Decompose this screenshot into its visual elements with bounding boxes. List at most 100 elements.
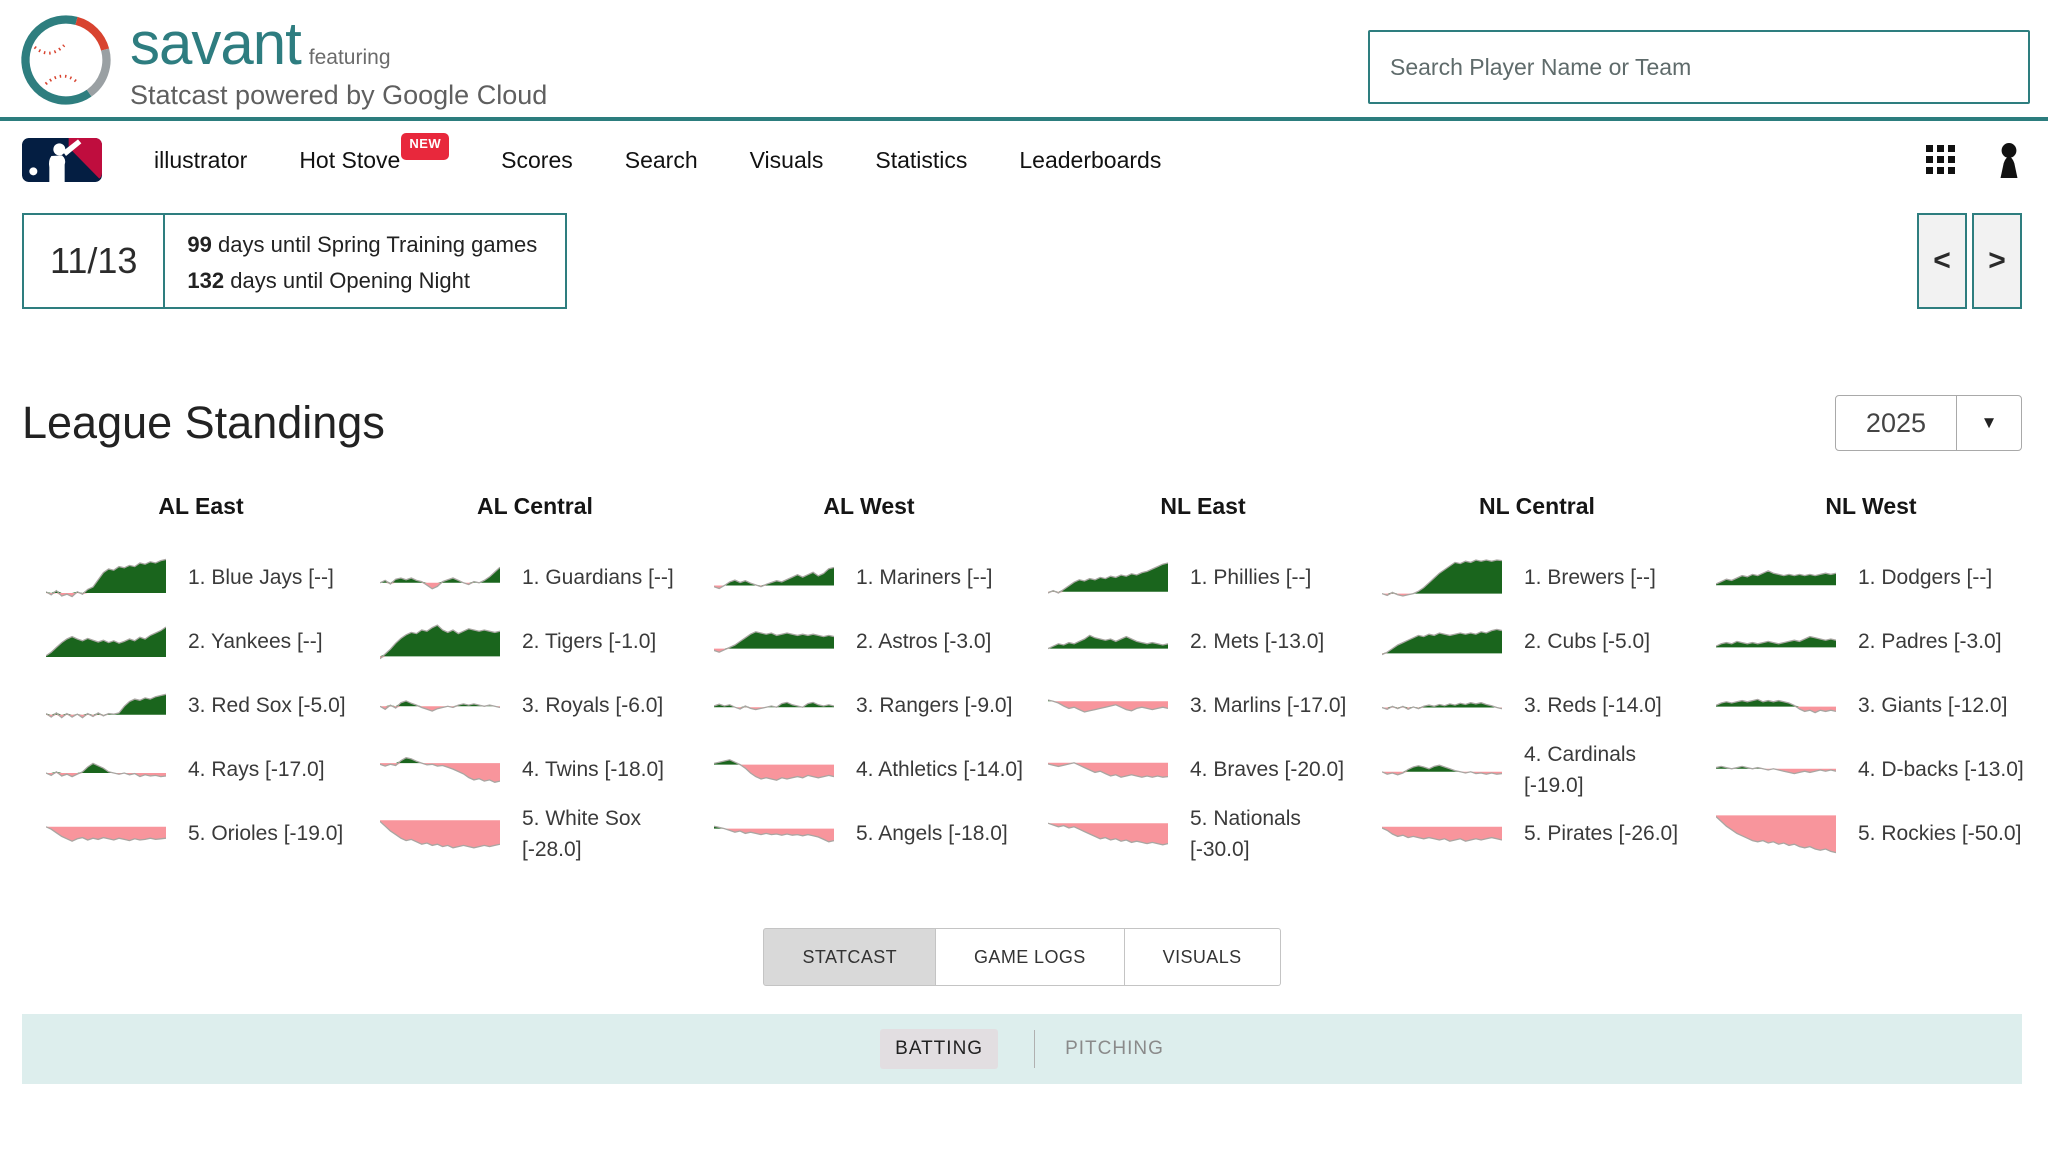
team-label[interactable]: 4. Braves [-20.0] bbox=[1190, 758, 1345, 782]
team-trend-sparkline bbox=[714, 556, 834, 600]
team-trend-sparkline bbox=[1716, 620, 1836, 664]
account-icon[interactable] bbox=[1996, 142, 2022, 178]
date-lines: 99 days until Spring Training games 132 d… bbox=[165, 215, 565, 307]
season-value: 2025 bbox=[1836, 396, 1957, 450]
team-label[interactable]: 4. Rays [-17.0] bbox=[188, 758, 325, 782]
team-label[interactable]: 5. Orioles [-19.0] bbox=[188, 822, 344, 846]
team-label[interactable]: 1. Dodgers [--] bbox=[1858, 566, 1993, 590]
team-row-cardinals[interactable]: 4. Cardinals [-19.0] bbox=[1382, 738, 1692, 802]
team-label[interactable]: 2. Astros [-3.0] bbox=[856, 630, 992, 654]
team-row-reds[interactable]: 3. Reds [-14.0] bbox=[1382, 674, 1692, 738]
apps-grid-icon[interactable] bbox=[1926, 145, 1956, 175]
season-select[interactable]: 2025 ▼ bbox=[1834, 395, 2022, 451]
team-label[interactable]: 1. Mariners [--] bbox=[856, 566, 993, 590]
subtab-batting[interactable]: BATTING bbox=[880, 1029, 999, 1069]
team-row-red-sox[interactable]: 3. Red Sox [-5.0] bbox=[46, 674, 356, 738]
team-row-pirates[interactable]: 5. Pirates [-26.0] bbox=[1382, 802, 1692, 866]
team-trend-sparkline bbox=[1382, 748, 1502, 792]
team-row-guardians[interactable]: 1. Guardians [--] bbox=[380, 546, 690, 610]
nav-item-hot-stove[interactable]: Hot Stove NEW bbox=[299, 132, 450, 174]
team-row-yankees[interactable]: 2. Yankees [--] bbox=[46, 610, 356, 674]
team-label[interactable]: 3. Red Sox [-5.0] bbox=[188, 694, 346, 718]
team-row-mets[interactable]: 2. Mets [-13.0] bbox=[1048, 610, 1358, 674]
nav-item-scores[interactable]: Scores bbox=[501, 146, 573, 173]
brand[interactable]: savant featuring Statcast powered by Goo… bbox=[20, 14, 547, 111]
team-label[interactable]: 1. Brewers [--] bbox=[1524, 566, 1656, 590]
team-label[interactable]: 2. Mets [-13.0] bbox=[1190, 630, 1325, 654]
team-label[interactable]: 4. Cardinals [-19.0] bbox=[1524, 742, 1637, 798]
team-label[interactable]: 2. Cubs [-5.0] bbox=[1524, 630, 1651, 654]
mlb-logo[interactable] bbox=[22, 138, 102, 182]
division-title: NL Central bbox=[1479, 493, 1595, 519]
team-row-rays[interactable]: 4. Rays [-17.0] bbox=[46, 738, 356, 802]
prev-day-button[interactable]: < bbox=[1917, 213, 1967, 309]
division-nl-east: NL East 1. Phillies [--] 2. Mets [-13.0] 3.… bbox=[1024, 493, 1358, 866]
nav-item-leaderboards[interactable]: Leaderboards bbox=[1019, 146, 1162, 173]
team-trend-sparkline bbox=[714, 748, 834, 792]
team-row-dodgers[interactable]: 1. Dodgers [--] bbox=[1716, 546, 2026, 610]
team-row-angels[interactable]: 5. Angels [-18.0] bbox=[714, 802, 1024, 866]
team-row-nationals[interactable]: 5. Nationals [-30.0] bbox=[1048, 802, 1358, 866]
team-label[interactable]: 4. Athletics [-14.0] bbox=[856, 758, 1023, 782]
tab-visuals[interactable]: VISUALS bbox=[1124, 928, 1281, 986]
nav-item-visuals[interactable]: Visuals bbox=[749, 146, 824, 173]
search-input[interactable] bbox=[1368, 30, 2030, 104]
team-label[interactable]: 2. Tigers [-1.0] bbox=[522, 630, 657, 654]
team-label[interactable]: 1. Blue Jays [--] bbox=[188, 566, 334, 590]
nav-item-illustrator[interactable]: illustrator bbox=[154, 146, 248, 173]
team-row-padres[interactable]: 2. Padres [-3.0] bbox=[1716, 610, 2026, 674]
team-row-white-sox[interactable]: 5. White Sox [-28.0] bbox=[380, 802, 690, 866]
division-al-central: AL Central 1. Guardians [--] 2. Tigers [-1… bbox=[356, 493, 690, 866]
team-row-rockies[interactable]: 5. Rockies [-50.0] bbox=[1716, 802, 2026, 866]
team-row-d-backs[interactable]: 4. D-backs [-13.0] bbox=[1716, 738, 2026, 802]
tab-game-logs[interactable]: GAME LOGS bbox=[936, 928, 1125, 986]
team-label[interactable]: 5. White Sox [-28.0] bbox=[522, 806, 642, 862]
team-label[interactable]: 5. Rockies [-50.0] bbox=[1858, 822, 2022, 846]
team-row-marlins[interactable]: 3. Marlins [-17.0] bbox=[1048, 674, 1358, 738]
team-label[interactable]: 5. Angels [-18.0] bbox=[856, 822, 1008, 846]
team-label[interactable]: 5. Pirates [-26.0] bbox=[1524, 822, 1679, 846]
team-label[interactable]: 3. Royals [-6.0] bbox=[522, 694, 664, 718]
team-label[interactable]: 3. Rangers [-9.0] bbox=[856, 694, 1013, 718]
team-row-phillies[interactable]: 1. Phillies [--] bbox=[1048, 546, 1358, 610]
team-row-twins[interactable]: 4. Twins [-18.0] bbox=[380, 738, 690, 802]
team-label[interactable]: 3. Reds [-14.0] bbox=[1524, 694, 1662, 718]
division-title: NL East bbox=[1160, 493, 1246, 519]
team-row-brewers[interactable]: 1. Brewers [--] bbox=[1382, 546, 1692, 610]
team-row-braves[interactable]: 4. Braves [-20.0] bbox=[1048, 738, 1358, 802]
team-trend-sparkline bbox=[1382, 812, 1502, 856]
team-label[interactable]: 4. Twins [-18.0] bbox=[522, 758, 665, 782]
team-trend-sparkline bbox=[46, 812, 166, 856]
team-row-astros[interactable]: 2. Astros [-3.0] bbox=[714, 610, 1024, 674]
team-row-mariners[interactable]: 1. Mariners [--] bbox=[714, 546, 1024, 610]
dropdown-arrow-icon: ▼ bbox=[1980, 413, 1998, 432]
team-trend-sparkline bbox=[46, 684, 166, 728]
subtab-pitching[interactable]: PITCHING bbox=[1065, 1038, 1164, 1059]
savant-baseball-logo-icon bbox=[20, 14, 112, 111]
team-label[interactable]: 3. Giants [-12.0] bbox=[1858, 694, 2008, 718]
team-row-giants[interactable]: 3. Giants [-12.0] bbox=[1716, 674, 2026, 738]
team-label[interactable]: 1. Phillies [--] bbox=[1190, 566, 1312, 590]
team-trend-sparkline bbox=[46, 620, 166, 664]
tab-statcast[interactable]: STATCAST bbox=[763, 928, 937, 986]
team-label[interactable]: 1. Guardians [--] bbox=[522, 566, 674, 590]
team-row-cubs[interactable]: 2. Cubs [-5.0] bbox=[1382, 610, 1692, 674]
team-label[interactable]: 3. Marlins [-17.0] bbox=[1190, 694, 1347, 718]
team-label[interactable]: 2. Yankees [--] bbox=[188, 630, 323, 654]
next-day-button[interactable]: > bbox=[1972, 213, 2022, 309]
team-row-orioles[interactable]: 5. Orioles [-19.0] bbox=[46, 802, 356, 866]
nav-item-statistics[interactable]: Statistics bbox=[875, 146, 968, 173]
team-row-royals[interactable]: 3. Royals [-6.0] bbox=[380, 674, 690, 738]
team-row-athletics[interactable]: 4. Athletics [-14.0] bbox=[714, 738, 1024, 802]
team-row-rangers[interactable]: 3. Rangers [-9.0] bbox=[714, 674, 1024, 738]
header-divider bbox=[0, 117, 2048, 121]
team-row-blue-jays[interactable]: 1. Blue Jays [--] bbox=[46, 546, 356, 610]
division-title: AL East bbox=[158, 493, 244, 519]
team-label[interactable]: 2. Padres [-3.0] bbox=[1858, 630, 2002, 654]
team-trend-sparkline bbox=[1716, 684, 1836, 728]
team-trend-sparkline bbox=[46, 748, 166, 792]
team-label[interactable]: 5. Nationals [-30.0] bbox=[1190, 806, 1301, 862]
nav-item-search[interactable]: Search bbox=[624, 146, 698, 173]
team-label[interactable]: 4. D-backs [-13.0] bbox=[1858, 758, 2024, 782]
team-row-tigers[interactable]: 2. Tigers [-1.0] bbox=[380, 610, 690, 674]
